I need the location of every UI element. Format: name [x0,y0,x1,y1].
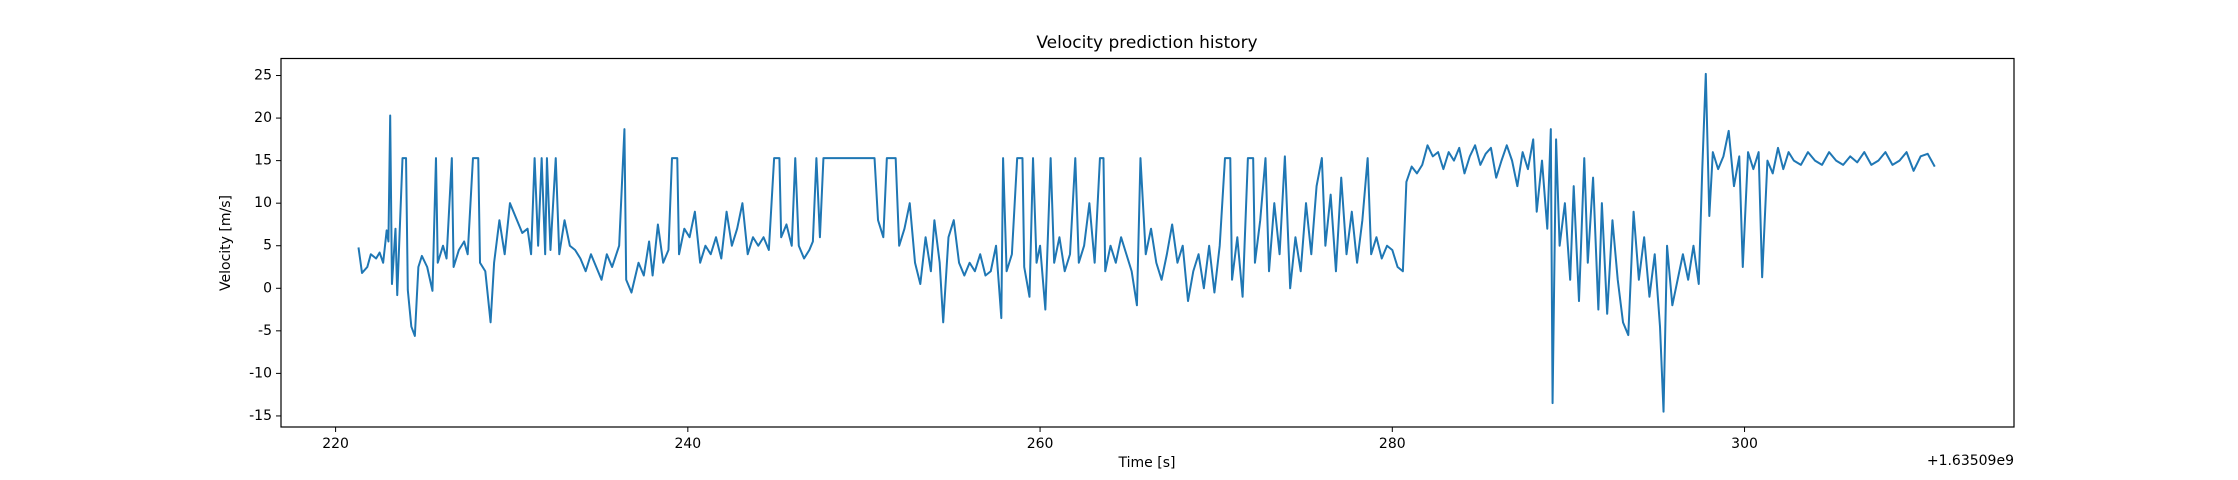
y-tick-label: 5 [263,238,272,254]
y-tick-label: -15 [249,408,272,424]
x-tick-label: 280 [1379,436,1406,452]
x-tick-label: 220 [322,436,349,452]
y-tick-label: 15 [254,153,272,169]
x-axis-label: Time [s] [1118,455,1176,471]
y-tick-label: 25 [254,68,272,84]
y-tick-label: 0 [263,280,272,296]
y-tick-label: -5 [258,323,272,339]
y-axis-label: Velocity [m/s] [218,195,234,291]
line-series [357,72,1936,413]
x-tick-label: 260 [1027,436,1054,452]
y-tick-label: -10 [249,365,272,381]
y-tick-label: 10 [254,195,272,211]
x-offset-label: +1.63509e9 [1927,453,2014,469]
x-tick-label: 300 [1731,436,1758,452]
x-tick-label: 240 [674,436,701,452]
plot-frame [280,57,2015,428]
chart-title: Velocity prediction history [1036,33,1257,53]
y-tick-label: 20 [254,110,272,126]
